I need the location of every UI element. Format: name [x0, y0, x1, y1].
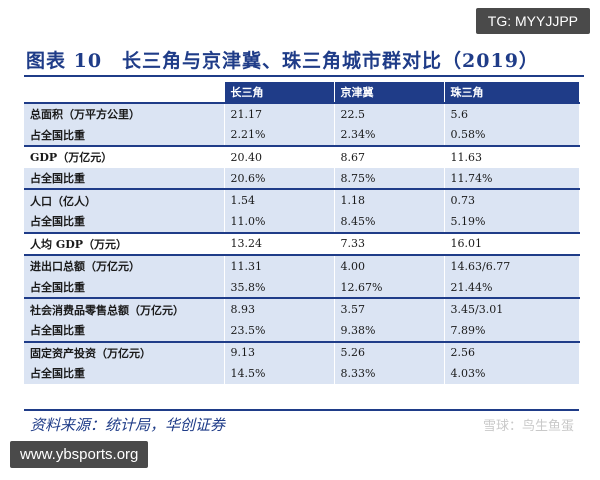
value-cell: 7.89%: [444, 319, 580, 342]
value-cell: 1.54: [224, 188, 335, 211]
value-cell: 9.13: [224, 340, 335, 364]
header-cell-yangtze: 长三角: [224, 82, 335, 103]
row-label-cell: 占全国比重: [24, 210, 225, 233]
tg-badge: TG: MYYJJPP: [475, 8, 590, 34]
table-row: 人口（亿人） 1.54 1.18 0.73: [24, 188, 580, 211]
value-cell: 3.57: [334, 297, 445, 320]
value-cell: 5.6: [444, 102, 580, 125]
table-row: 占全国比重 14.5% 8.33% 4.03%: [24, 363, 580, 384]
value-cell: 1.18: [334, 188, 445, 211]
row-label-cell: 固定资产投资（万亿元）: [24, 340, 225, 364]
row-label-cell: 总面积（万平方公里）: [24, 102, 225, 125]
value-cell: 21.17: [224, 102, 335, 125]
row-label-cell: 社会消费品零售总额（万亿元）: [24, 297, 225, 320]
value-cell: 0.73: [444, 188, 580, 211]
table-row: 占全国比重 11.0% 8.45% 5.19%: [24, 210, 580, 233]
value-cell: 5.19%: [444, 210, 580, 233]
value-cell: 2.34%: [334, 124, 445, 147]
source-divider: [24, 409, 579, 411]
value-cell: 14.63/6.77: [444, 254, 580, 277]
title-divider: [24, 75, 584, 77]
value-cell: 4.00: [334, 254, 445, 277]
value-cell: 35.8%: [224, 276, 335, 299]
value-cell: 11.0%: [224, 210, 335, 233]
value-cell: 9.38%: [334, 319, 445, 342]
table-row: 占全国比重 20.6% 8.75% 11.74%: [24, 167, 580, 190]
row-label-cell: 占全国比重: [24, 363, 225, 384]
value-cell: 12.67%: [334, 276, 445, 299]
value-cell: 13.24: [224, 231, 335, 256]
table-row: GDP（万亿元） 20.40 8.67 11.63: [24, 145, 580, 168]
table-row: 人均 GDP（万元） 13.24 7.33 16.01: [24, 231, 580, 256]
value-cell: 22.5: [334, 102, 445, 125]
header-cell-pearl: 珠三角: [444, 82, 580, 103]
table-row: 总面积（万平方公里） 21.17 22.5 5.6: [24, 102, 580, 125]
table-row: 占全国比重 23.5% 9.38% 7.89%: [24, 319, 580, 342]
value-cell: 20.6%: [224, 167, 335, 190]
value-cell: 0.58%: [444, 124, 580, 147]
value-cell: 2.21%: [224, 124, 335, 147]
table-row: 固定资产投资（万亿元） 9.13 5.26 2.56: [24, 340, 580, 364]
value-cell: 20.40: [224, 145, 335, 168]
value-cell: 8.33%: [334, 363, 445, 384]
page-title: 图表 10 长三角与京津冀、珠三角城市群对比（2019）: [26, 50, 539, 72]
value-cell: 2.56: [444, 340, 580, 364]
table-row: 进出口总额（万亿元） 11.31 4.00 14.63/6.77: [24, 254, 580, 277]
value-cell: 8.67: [334, 145, 445, 168]
row-label-cell: 占全国比重: [24, 124, 225, 147]
comparison-table: 长三角 京津冀 珠三角 总面积（万平方公里） 21.17 22.5 5.6 占全国比重 2…: [24, 82, 580, 384]
value-cell: 11.63: [444, 145, 580, 168]
row-label-cell: 占全国比重: [24, 276, 225, 299]
value-cell: 16.01: [444, 231, 580, 256]
header-cell-jingjinji: 京津冀: [334, 82, 445, 103]
value-cell: 8.45%: [334, 210, 445, 233]
header-cell-blank: [24, 82, 225, 103]
value-cell: 5.26: [334, 340, 445, 364]
url-badge: www.ybsports.org: [10, 441, 149, 468]
table-row: 社会消费品零售总额（万亿元） 8.93 3.57 3.45/3.01: [24, 297, 580, 320]
value-cell: 21.44%: [444, 276, 580, 299]
table-header-row: 长三角 京津冀 珠三角: [24, 82, 580, 103]
row-label-cell: 占全国比重: [24, 167, 225, 190]
source-note: 资料来源：统计局，华创证券: [30, 416, 226, 434]
watermark: 雪球：鸟生鱼蛋: [482, 418, 574, 433]
value-cell: 8.93: [224, 297, 335, 320]
row-label-cell: 进出口总额（万亿元）: [24, 254, 225, 277]
row-label-cell: 人均 GDP（万元）: [24, 231, 225, 256]
value-cell: 3.45/3.01: [444, 297, 580, 320]
value-cell: 8.75%: [334, 167, 445, 190]
row-label-cell: GDP（万亿元）: [24, 145, 225, 168]
value-cell: 23.5%: [224, 319, 335, 342]
row-label-cell: 占全国比重: [24, 319, 225, 342]
value-cell: 11.74%: [444, 167, 580, 190]
row-label-cell: 人口（亿人）: [24, 188, 225, 211]
value-cell: 4.03%: [444, 363, 580, 384]
value-cell: 7.33: [334, 231, 445, 256]
value-cell: 11.31: [224, 254, 335, 277]
value-cell: 14.5%: [224, 363, 335, 384]
table-row: 占全国比重 2.21% 2.34% 0.58%: [24, 124, 580, 147]
table-row: 占全国比重 35.8% 12.67% 21.44%: [24, 276, 580, 299]
